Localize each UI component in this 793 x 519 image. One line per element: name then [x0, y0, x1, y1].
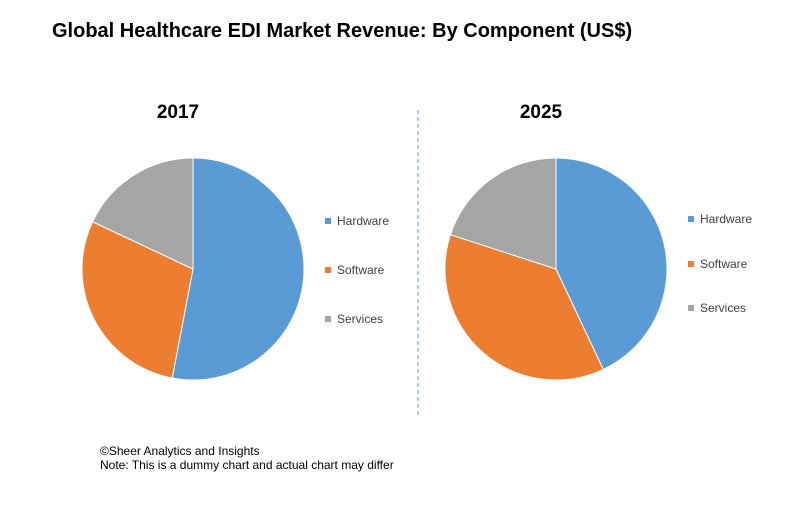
legend-item-services: Services	[688, 300, 746, 316]
pie-slice-hardware	[171, 157, 305, 381]
pie-slice-services	[91, 157, 194, 270]
legend-label-services: Services	[337, 312, 384, 326]
legend-swatch-software	[688, 260, 694, 267]
legend-item-hardware: Hardware	[325, 213, 389, 229]
legend-item-hardware: Hardware	[688, 211, 752, 227]
pie-2017	[81, 157, 305, 381]
chart-title: Global Healthcare EDI Market Revenue: By…	[52, 20, 633, 42]
legend-item-services: Services	[325, 311, 383, 327]
legend-swatch-software	[325, 266, 331, 273]
legend-swatch-services	[325, 315, 331, 322]
pie-slice-software	[81, 221, 194, 379]
pie-slice-software	[444, 234, 604, 381]
legend-label-software: Software	[337, 263, 385, 277]
legend-swatch-hardware	[325, 217, 331, 224]
pie-2025	[444, 157, 668, 381]
legend-label-services: Services	[700, 301, 747, 315]
legend-swatch-services	[688, 304, 694, 311]
pie-slice-hardware	[555, 157, 668, 371]
pie-title-2017: 2017	[156, 102, 200, 123]
legend-label-hardware: Hardware	[337, 214, 390, 228]
pie-slice-services	[449, 157, 557, 270]
legend-label-hardware: Hardware	[700, 212, 753, 226]
legend-swatch-hardware	[688, 215, 694, 222]
legend-item-software: Software	[325, 262, 384, 278]
pie-title-2025: 2025	[519, 102, 563, 123]
footer: ©Sheer Analytics and Insights Note: This…	[100, 444, 394, 472]
footer-copyright: ©Sheer Analytics and Insights	[100, 444, 260, 458]
legend-label-software: Software	[700, 257, 748, 271]
footer-note: Note: This is a dummy chart and actual c…	[100, 458, 394, 472]
legend-item-software: Software	[688, 256, 747, 272]
